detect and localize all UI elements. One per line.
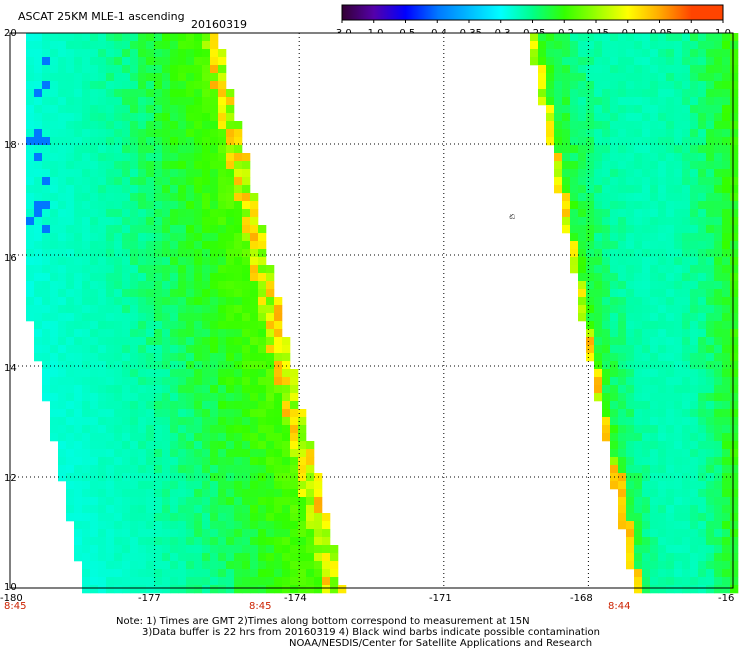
lat-label-18: 18 xyxy=(4,140,17,151)
note-line-1: Note: 1) Times are GMT 2)Times along bot… xyxy=(116,616,530,627)
note-line-2: 3)Data buffer is 22 hrs from 20160319 4)… xyxy=(142,627,600,638)
colorbar-segment xyxy=(627,5,660,20)
lon-label-168: -168 xyxy=(570,593,593,604)
lat-label-14: 14 xyxy=(4,363,17,374)
lon-label-16: -16 xyxy=(718,593,735,604)
colorbar-segment xyxy=(405,5,438,20)
graticule xyxy=(10,33,733,588)
island-marker: ಏ xyxy=(509,211,516,222)
lat-label-12: 12 xyxy=(4,473,17,484)
colorbar-segment xyxy=(373,5,406,20)
lat-label-16: 16 xyxy=(4,253,17,264)
lat-label-10: 10 xyxy=(4,582,17,593)
colorbar-segment xyxy=(500,5,533,20)
lon-label-171: -171 xyxy=(429,593,452,604)
colorbar-segment xyxy=(437,5,470,20)
lon-label-174: -174 xyxy=(284,593,307,604)
colorbar-segment xyxy=(659,5,692,20)
pass-time-2: 8:45 xyxy=(249,601,272,612)
pass-time-1: 8:45 xyxy=(4,601,27,612)
note-line-3: NOAA/NESDIS/Center for Satellite Applica… xyxy=(289,638,593,649)
lon-label-177: -177 xyxy=(138,593,161,604)
colorbar-segment xyxy=(532,5,565,20)
map-frame xyxy=(9,32,734,589)
colorbar-segment xyxy=(596,5,629,20)
lat-label-20: 20 xyxy=(4,28,17,39)
pass-time-3: 8:44 xyxy=(608,601,631,612)
swath-cells xyxy=(26,33,739,594)
colorbar-segment xyxy=(691,5,724,20)
product-title: ASCAT 25KM MLE-1 ascending xyxy=(18,10,185,23)
colorbar-segment xyxy=(469,5,502,20)
lon-label-180: -180 xyxy=(0,593,23,604)
product-date: 20160319 xyxy=(191,18,247,31)
colorbar-segment xyxy=(342,5,375,20)
colorbar-segment xyxy=(564,5,597,20)
